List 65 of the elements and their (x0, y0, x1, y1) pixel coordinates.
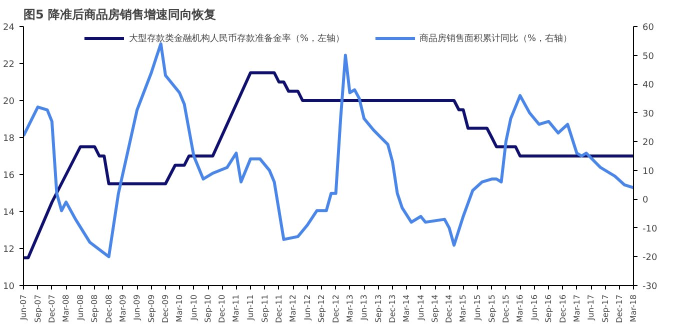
x-tick-label: Mar-16 (516, 294, 525, 322)
x-tick-label: Mar-09 (118, 294, 128, 322)
y-tick-label: 12 (3, 245, 14, 255)
x-tick-label: Sep-10 (204, 294, 213, 323)
x-tick-label: Dec-17 (615, 294, 624, 324)
legend-label: 商品房销售面积累计同比（%，右轴） (420, 32, 572, 44)
y-tick-label: 18 (3, 134, 15, 144)
x-tick-label: Sep-07 (33, 294, 42, 323)
x-tick-label: Sep-16 (544, 294, 554, 323)
x-tick-label: Mar-15 (458, 294, 468, 322)
y-tick-label: 16 (3, 171, 15, 181)
x-tick-label: Dec-15 (501, 294, 510, 324)
x-tick-label: Jun-17 (586, 294, 596, 322)
y2-tick-label: 10 (642, 166, 654, 177)
y2-tick-label: 30 (642, 109, 654, 120)
x-tick-label: Dec-10 (218, 294, 227, 324)
x-tick-label: Dec-14 (444, 294, 454, 324)
legend-label: 大型存款类金融机构人民币存款准备金率（%，左轴） (128, 32, 344, 44)
y2-tick-label: -20 (642, 253, 658, 264)
x-tick-label: Mar-17 (572, 294, 582, 322)
y2-tick-label: -10 (642, 224, 658, 234)
x-tick-label: Sep-11 (260, 294, 270, 323)
x-tick-label: Jun-12 (302, 294, 312, 322)
x-tick-label: Mar-11 (232, 294, 241, 322)
x-tick-label: Dec-12 (331, 294, 340, 324)
x-tick-label: Jun-08 (76, 294, 85, 322)
x-tick-label: Dec-16 (558, 294, 568, 324)
x-tick-label: Mar-14 (402, 294, 411, 322)
x-tick-label: Sep-14 (430, 294, 440, 323)
x-tick-label: Sep-12 (317, 294, 326, 323)
x-tick-label: Dec-11 (274, 294, 284, 324)
x-tick-label: Jun-11 (246, 294, 255, 322)
y-tick-label: 24 (3, 23, 15, 33)
x-tick-label: Mar-08 (62, 294, 71, 322)
y2-tick-label: 40 (642, 80, 654, 91)
x-tick-label: Mar-18 (629, 294, 638, 322)
x-tick-label: Dec-13 (388, 294, 398, 324)
x-tick-label: Sep-08 (90, 294, 100, 323)
x-tick-label: Mar-10 (174, 294, 184, 322)
y-tick-label: 22 (3, 60, 14, 70)
x-tick-label: Sep-13 (374, 294, 383, 323)
y-tick-label: 14 (3, 208, 15, 218)
x-tick-label: Dec-08 (104, 294, 114, 324)
y2-tick-label: 50 (642, 52, 654, 62)
x-tick-label: Dec-09 (161, 294, 170, 324)
x-tick-label: Sep-17 (600, 294, 610, 323)
x-tick-label: Jun-14 (416, 294, 426, 322)
y-tick-label: 20 (3, 97, 15, 107)
x-tick-label: Mar-13 (345, 294, 354, 322)
x-tick-label: Jun-09 (132, 294, 142, 322)
x-tick-label: Jun-16 (530, 294, 539, 322)
chart-title: 图5 降准后商品房销售增速同向恢复 (24, 8, 216, 22)
y2-tick-label: 20 (642, 138, 654, 148)
x-tick-label: Sep-09 (146, 294, 156, 323)
x-tick-label: Jun-15 (473, 294, 482, 322)
x-tick-label: Sep-15 (487, 294, 496, 323)
x-tick-label: Jun-10 (189, 294, 198, 322)
x-tick-label: Jun-13 (360, 294, 369, 322)
y2-tick-label: -30 (642, 282, 658, 292)
y-tick-label: 10 (3, 282, 15, 292)
y2-tick-label: 0 (642, 196, 648, 206)
x-tick-label: Jun-07 (19, 294, 28, 322)
x-tick-label: Dec-07 (47, 294, 56, 324)
y2-tick-label: 60 (642, 23, 654, 33)
x-tick-label: Mar-12 (288, 294, 298, 322)
